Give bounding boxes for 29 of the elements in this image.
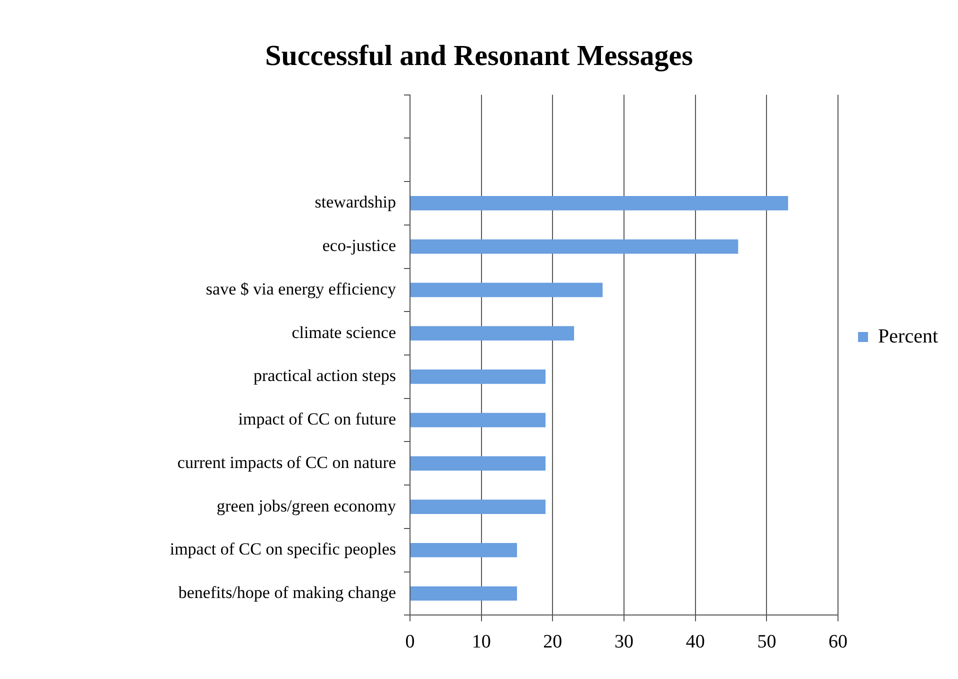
- bar: [410, 282, 603, 298]
- y-tick-label: climate science: [292, 322, 396, 342]
- x-tick-label: 60: [828, 632, 848, 653]
- y-tick-label: practical action steps: [253, 366, 396, 386]
- bar: [410, 500, 546, 514]
- chart-title: Successful and Resonant Messages: [265, 40, 693, 72]
- y-tick-label: eco-justice: [322, 236, 396, 256]
- x-tick-label: 0: [405, 632, 415, 653]
- y-tick-label: impact of CC on future: [238, 410, 396, 429]
- y-tick-label: save $ via energy efficiency: [206, 279, 396, 298]
- x-tick-label: 20: [543, 632, 562, 653]
- legend-label: Percent: [878, 325, 938, 348]
- x-tick-label: 50: [757, 632, 776, 653]
- bar: [410, 370, 546, 384]
- x-tick-label: 40: [686, 632, 705, 653]
- bar: [410, 586, 518, 601]
- y-tick-label: stewardship: [314, 192, 396, 212]
- bar: [410, 326, 574, 340]
- bar: [410, 239, 738, 254]
- bar: [410, 456, 546, 471]
- bar: [410, 196, 788, 210]
- y-tick-label: green jobs/green economy: [216, 496, 396, 516]
- x-tick-label: 30: [614, 632, 634, 653]
- y-tick-label: impact of CC on specific peoples: [170, 540, 396, 559]
- x-tick-label: 10: [472, 632, 491, 653]
- y-tick-label: current impacts of CC on nature: [177, 452, 396, 472]
- y-tick-label: benefits/hope of making change: [178, 582, 396, 602]
- bar: [410, 542, 518, 558]
- bar: [410, 412, 546, 428]
